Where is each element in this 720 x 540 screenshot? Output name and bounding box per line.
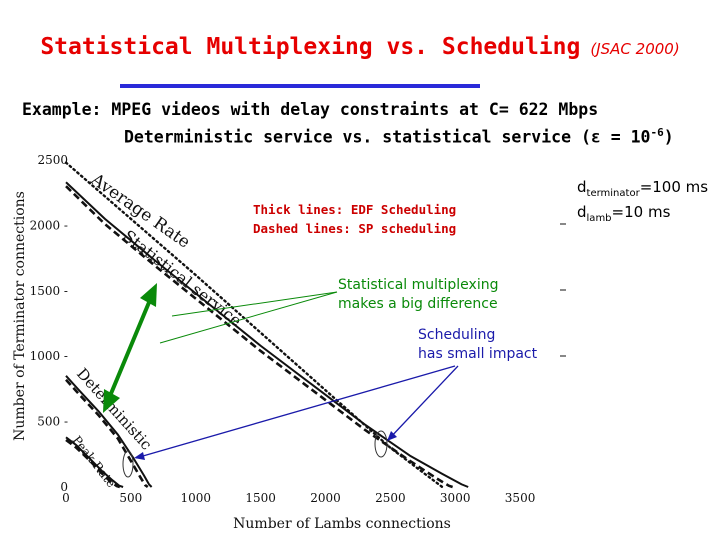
y-tick-label: 500 - <box>37 415 68 429</box>
y-tick-label: 0 <box>60 480 68 494</box>
d-terminator-sub: terminator <box>586 188 640 199</box>
series-line-0 <box>64 161 444 489</box>
x-tick-label: 3000 <box>440 491 471 505</box>
title-main: Statistical Multiplexing vs. Scheduling <box>40 34 581 60</box>
d-lamb-symbol: d <box>577 203 587 221</box>
slide-title: Statistical Multiplexing vs. Scheduling (… <box>0 34 720 60</box>
x-tick-label: 1500 <box>245 491 276 505</box>
x-tick-label: 2500 <box>375 491 406 505</box>
y-tick-label: 2500 <box>37 153 68 167</box>
annotation-scheduling-impact: Scheduling has small impact <box>418 326 537 364</box>
d-lamb-sub: lamb <box>586 213 612 224</box>
title-reference: (JSAC 2000) <box>590 40 680 58</box>
x-tick-label: 2000 <box>310 491 341 505</box>
annotation-sched-line1: Scheduling <box>418 327 496 343</box>
green-double-arrow <box>108 299 152 397</box>
y-tick-label: 2000 - <box>30 218 68 232</box>
example-line-2-text: Deterministic service vs. statistical se… <box>124 127 651 147</box>
green-arrowhead-top <box>140 283 157 307</box>
y-tick-label: 1000 - <box>30 349 68 363</box>
x-tick-label: 0 <box>62 491 70 505</box>
example-line-2: Deterministic service vs. statistical se… <box>124 126 674 147</box>
y-tick-label: 1500 - <box>30 284 68 298</box>
epsilon-exponent: -6 <box>650 126 664 139</box>
x-tick-label: 1000 <box>180 491 211 505</box>
d-lamb-value: =10 ms <box>611 203 671 221</box>
x-tick-label: 3500 <box>505 491 536 505</box>
series-line-4 <box>65 378 149 489</box>
annotation-line-styles: Thick lines: EDF Scheduling Dashed lines… <box>253 200 456 238</box>
annotation-thick-lines: Thick lines: EDF Scheduling <box>253 202 457 217</box>
title-underline <box>120 84 480 88</box>
d-terminator: dterminator=100 ms <box>577 178 708 203</box>
blue-pointer-left <box>135 365 456 459</box>
series-line-2 <box>65 185 454 489</box>
blue-arrowhead-right <box>387 431 397 441</box>
series-line-3 <box>65 375 153 488</box>
x-axis-label: Number of Lambs connections <box>233 516 451 532</box>
x-tick-label: 500 <box>119 491 142 505</box>
d-lamb: dlamb=10 ms <box>577 203 708 228</box>
y-axis-label: Number of Terminator connections <box>12 191 28 441</box>
curve-label-peak-rate: Peak Rate <box>70 433 119 490</box>
example-line-2-close: ) <box>663 127 674 147</box>
annotation-statistical-multiplexing: Statistical multiplexing makes a big dif… <box>338 276 498 314</box>
blue-arrowhead-left <box>134 452 145 460</box>
series-line-1 <box>65 181 469 488</box>
green-pointer-line-1 <box>159 291 338 344</box>
blue-pointer-right <box>387 365 459 441</box>
annotation-sched-line2: has small impact <box>418 346 538 362</box>
series-line-6 <box>65 438 121 489</box>
annotation-statmux-line2: makes a big difference <box>338 296 498 312</box>
green-arrowhead-bottom <box>103 389 120 413</box>
delay-params: dterminator=100 ms dlamb=10 ms <box>577 178 708 228</box>
example-line-1: Example: MPEG videos with delay constrai… <box>22 100 599 119</box>
annotation-dashed-lines: Dashed lines: SP scheduling <box>253 221 457 236</box>
scheduling-ellipse-right <box>374 430 388 458</box>
annotation-statmux-line1: Statistical multiplexing <box>338 277 499 293</box>
scheduling-ellipse-left <box>122 450 134 478</box>
d-terminator-value: =100 ms <box>639 178 709 196</box>
d-terminator-symbol: d <box>577 178 587 196</box>
green-pointer-line-2 <box>171 291 338 317</box>
